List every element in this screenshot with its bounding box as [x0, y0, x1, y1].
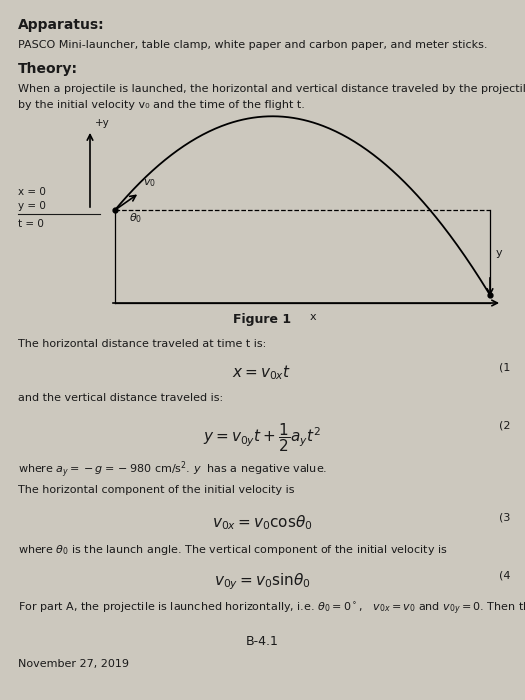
Text: +y: +y — [95, 118, 110, 128]
Text: (2: (2 — [499, 421, 510, 431]
Text: When a projectile is launched, the horizontal and vertical distance traveled by : When a projectile is launched, the horiz… — [18, 84, 525, 94]
Text: PASCO Mini-launcher, table clamp, white paper and carbon paper, and meter sticks: PASCO Mini-launcher, table clamp, white … — [18, 40, 488, 50]
Text: $v_0$: $v_0$ — [143, 177, 155, 189]
Text: The horizontal distance traveled at time t is:: The horizontal distance traveled at time… — [18, 339, 266, 349]
Text: where $\theta_0$ is the launch angle. The vertical component of the initial velo: where $\theta_0$ is the launch angle. Th… — [18, 543, 448, 557]
Text: t = 0: t = 0 — [18, 219, 44, 229]
Text: (3: (3 — [499, 513, 510, 523]
Text: y = 0: y = 0 — [18, 201, 46, 211]
Text: Theory:: Theory: — [18, 62, 78, 76]
Text: where $a_y = -g = -980$ cm/s$^2$. $y$  has a negative value.: where $a_y = -g = -980$ cm/s$^2$. $y$ ha… — [18, 459, 327, 480]
Text: The horizontal component of the initial velocity is: The horizontal component of the initial … — [18, 485, 295, 495]
Text: y: y — [496, 248, 502, 258]
Text: $x = v_{0x}t$: $x = v_{0x}t$ — [233, 363, 291, 382]
Text: $\theta_0$: $\theta_0$ — [129, 211, 142, 225]
Text: Figure 1: Figure 1 — [233, 313, 291, 326]
Text: by the initial velocity v₀ and the time of the flight t.: by the initial velocity v₀ and the time … — [18, 100, 305, 110]
Text: $v_{0y} = v_0\mathrm{sin}\theta_0$: $v_{0y} = v_0\mathrm{sin}\theta_0$ — [214, 571, 310, 592]
Text: (4: (4 — [499, 571, 510, 581]
Text: $v_{0x} = v_0\mathrm{cos}\theta_0$: $v_{0x} = v_0\mathrm{cos}\theta_0$ — [212, 513, 312, 532]
Text: $y = v_{0y}t + \dfrac{1}{2}a_y t^2$: $y = v_{0y}t + \dfrac{1}{2}a_y t^2$ — [203, 421, 321, 454]
Text: x: x — [309, 312, 316, 322]
Text: x = 0: x = 0 — [18, 187, 46, 197]
Text: B-4.1: B-4.1 — [246, 635, 278, 648]
Text: and the vertical distance traveled is:: and the vertical distance traveled is: — [18, 393, 223, 403]
Text: November 27, 2019: November 27, 2019 — [18, 659, 129, 669]
Text: (1: (1 — [499, 363, 510, 373]
Text: For part A, the projectile is launched horizontally, i.e. $\theta_0 = 0^\circ$, : For part A, the projectile is launched h… — [18, 601, 525, 617]
Text: Apparatus:: Apparatus: — [18, 18, 104, 32]
